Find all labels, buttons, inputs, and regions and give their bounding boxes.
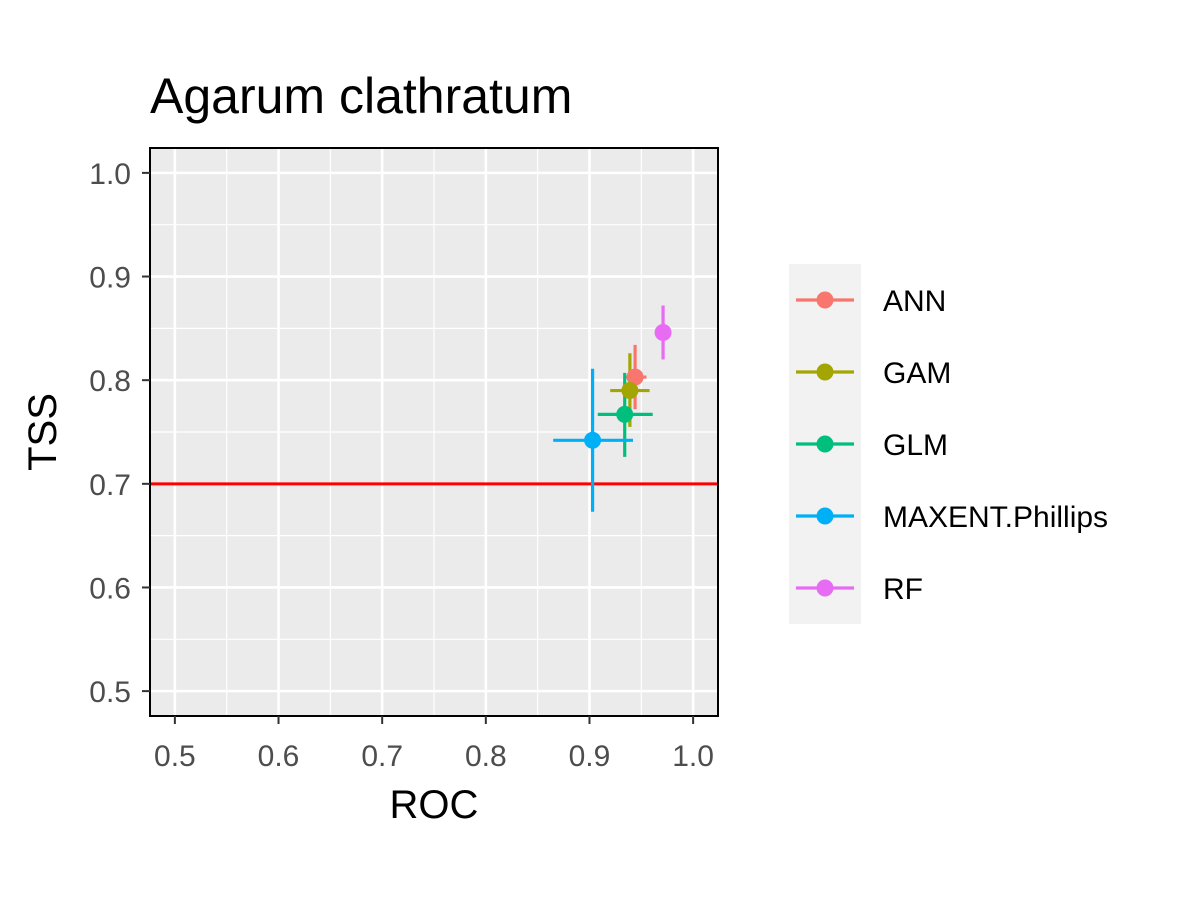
x-tick-label: 0.6 [258,740,300,773]
plot-border [149,147,719,717]
x-tick-label: 0.9 [569,740,611,773]
legend-label: RF [883,573,923,606]
data-point [626,368,644,386]
data-points [584,323,672,449]
y-tick-label: 0.6 [89,572,131,605]
x-axis: 0.5 0.6 0.7 0.8 0.9 1.0 [154,716,714,773]
y-axis: 0.5 0.6 0.7 0.8 0.9 1.0 [89,158,150,709]
data-point [584,431,602,449]
data-point [621,382,639,400]
legend-key-point [816,363,834,381]
legend-label: GLM [883,429,948,462]
x-tick-label: 0.7 [361,740,403,773]
x-tick-label: 0.5 [154,740,196,773]
data-point [616,405,634,423]
legend-label: ANN [883,285,946,318]
legend-key-point [816,507,834,525]
y-tick-label: 0.5 [89,676,131,709]
x-tick-label: 0.8 [465,740,507,773]
legend: ANN GAM GLM MAXENT.Phillips RF [796,285,1108,606]
y-tick-label: 0.8 [89,365,131,398]
y-tick-label: 0.9 [89,262,131,295]
data-point [654,323,672,341]
chart-title: Agarum clathratum [150,68,572,124]
legend-label: MAXENT.Phillips [883,501,1108,534]
legend-key-point [816,291,834,309]
legend-label: GAM [883,357,951,390]
x-axis-title: ROC [390,783,479,827]
y-axis-title: TSS [21,393,65,471]
grid-minor [150,148,718,716]
legend-key-point [816,579,834,597]
x-tick-label: 1.0 [672,740,714,773]
y-tick-label: 0.7 [89,469,131,502]
y-tick-label: 1.0 [89,158,131,191]
legend-key-point [816,435,834,453]
